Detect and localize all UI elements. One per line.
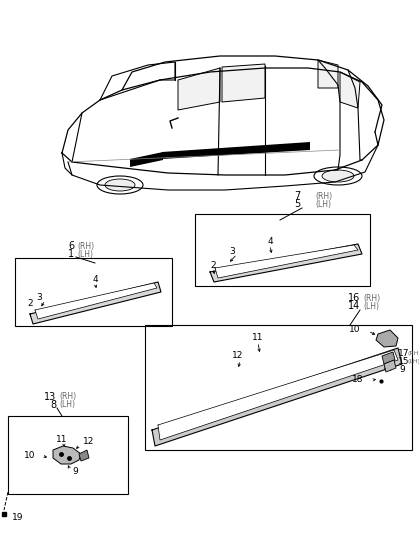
Text: 16: 16 xyxy=(348,293,360,303)
Polygon shape xyxy=(222,64,265,102)
Ellipse shape xyxy=(314,167,362,185)
Polygon shape xyxy=(130,152,163,167)
Text: 2: 2 xyxy=(27,299,33,307)
Text: 9: 9 xyxy=(399,365,405,375)
Polygon shape xyxy=(162,142,310,159)
Polygon shape xyxy=(30,282,161,324)
Polygon shape xyxy=(210,244,362,282)
Text: 1: 1 xyxy=(68,249,74,259)
Text: 4: 4 xyxy=(267,237,273,246)
Polygon shape xyxy=(376,330,398,347)
Text: 10: 10 xyxy=(23,451,35,460)
Text: 11: 11 xyxy=(56,435,68,444)
Text: (RH): (RH) xyxy=(407,350,419,355)
Text: 9: 9 xyxy=(72,468,78,476)
Polygon shape xyxy=(318,60,338,88)
Polygon shape xyxy=(158,350,398,440)
Text: (RH): (RH) xyxy=(59,393,76,401)
Text: (LH): (LH) xyxy=(77,250,93,259)
Text: 18: 18 xyxy=(352,375,363,385)
Ellipse shape xyxy=(322,170,354,182)
Polygon shape xyxy=(382,352,395,364)
Text: 7: 7 xyxy=(294,191,300,201)
Text: 14: 14 xyxy=(348,301,360,311)
Polygon shape xyxy=(152,348,402,446)
Polygon shape xyxy=(215,245,358,278)
Text: (RH): (RH) xyxy=(315,191,332,201)
Text: 8: 8 xyxy=(50,400,56,410)
Text: (LH): (LH) xyxy=(59,400,75,410)
Text: 13: 13 xyxy=(44,392,56,402)
Ellipse shape xyxy=(105,179,135,191)
Polygon shape xyxy=(53,446,81,464)
Text: (LH): (LH) xyxy=(315,200,331,208)
Text: 12: 12 xyxy=(232,351,244,360)
Bar xyxy=(145,325,412,450)
Polygon shape xyxy=(384,360,396,372)
Text: 17: 17 xyxy=(398,349,409,358)
Polygon shape xyxy=(79,450,89,461)
Polygon shape xyxy=(340,72,360,108)
Text: (LH): (LH) xyxy=(363,301,379,310)
Text: 2: 2 xyxy=(210,261,216,270)
Text: 10: 10 xyxy=(349,325,360,335)
Text: (RH): (RH) xyxy=(77,241,94,251)
Text: (RH): (RH) xyxy=(363,294,380,302)
Polygon shape xyxy=(178,68,220,110)
Text: (LH): (LH) xyxy=(407,359,419,364)
Text: 6: 6 xyxy=(68,241,74,251)
Bar xyxy=(8,416,128,494)
Text: 19: 19 xyxy=(12,514,23,523)
Ellipse shape xyxy=(97,176,143,194)
Polygon shape xyxy=(35,283,157,319)
Bar xyxy=(15,258,172,326)
Text: 4: 4 xyxy=(92,276,98,285)
Text: 11: 11 xyxy=(252,334,264,342)
Text: 3: 3 xyxy=(36,294,42,302)
Text: 5: 5 xyxy=(294,199,300,209)
Text: 3: 3 xyxy=(229,247,235,256)
Bar xyxy=(195,214,370,286)
Text: 12: 12 xyxy=(83,438,94,446)
Text: 15: 15 xyxy=(398,356,409,365)
